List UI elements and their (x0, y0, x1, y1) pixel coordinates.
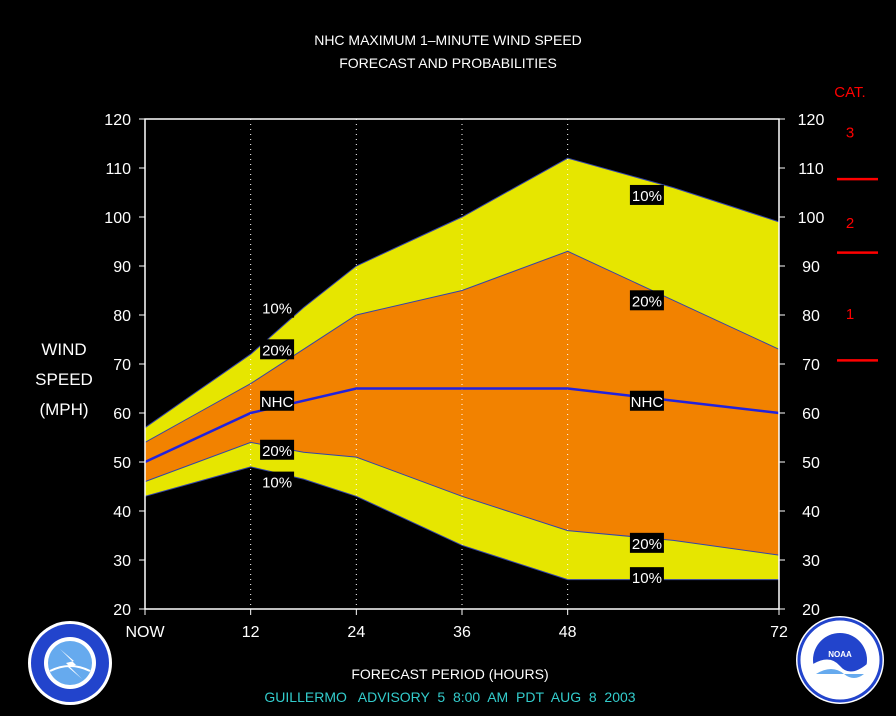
y-tick-label: 80 (113, 308, 131, 325)
annotation-bg (260, 339, 295, 360)
annotation-label: 10% (632, 570, 662, 587)
annotation-badge: 10% (260, 471, 295, 492)
annotation-label: 10% (262, 475, 292, 492)
y-tick-label: 50 (802, 455, 820, 472)
y-tick-label: 40 (113, 504, 131, 521)
annotation-label: 10% (262, 301, 292, 318)
y-tick-label: 100 (798, 210, 825, 227)
y-tick-label: 50 (113, 455, 131, 472)
x-tick-label: 36 (453, 624, 471, 641)
y-label-line3: (MPH) (39, 400, 88, 419)
annotation-badge: 20% (260, 439, 295, 460)
category-scale: CAT. 3 2 1 (834, 84, 878, 362)
y-tick-label: 60 (802, 406, 820, 423)
annotation-badge: 10% (629, 567, 664, 588)
annotation-label: NHC (631, 394, 664, 411)
category-header: CAT. (834, 84, 865, 101)
x-axis-label: FORECAST PERIOD (HOURS) (351, 666, 548, 682)
annotation-badge: 10% (629, 184, 664, 205)
y-tick-label: 90 (802, 259, 820, 276)
y-tick-label: 120 (104, 112, 131, 129)
y-label-line2: SPEED (35, 370, 93, 389)
annotation-label: NHC (261, 394, 294, 411)
annotation-label: 20% (262, 342, 292, 359)
lightning-icon (60, 649, 82, 679)
annotation-badge: 20% (629, 532, 664, 553)
y-label-line1: WIND (41, 340, 86, 359)
nws-logo (28, 621, 112, 705)
annotation-bg (629, 567, 664, 588)
y-tick-label: 70 (113, 357, 131, 374)
y-tick-label: 90 (113, 259, 131, 276)
y-tick-label: 110 (798, 161, 824, 178)
y-axis-right: 20 30 40 50 60 70 80 90 100 110 120 (779, 112, 824, 619)
annotation-bg (629, 184, 664, 205)
band-20-percent (145, 251, 779, 556)
annotation-bg (260, 439, 295, 460)
y-tick-label: 60 (113, 406, 131, 423)
noaa-logo: NOAA (796, 616, 884, 704)
category-label: 1 (846, 306, 854, 323)
x-tick-label: 12 (242, 624, 260, 641)
y-tick-label: 40 (802, 504, 820, 521)
annotation-bg (260, 471, 295, 492)
annotation-bg (629, 390, 664, 411)
annotation-badge: 20% (629, 290, 664, 311)
annotation-badge: 20% (260, 339, 295, 360)
y-tick-label: 20 (113, 602, 131, 619)
y-axis-left: 20 30 40 50 60 70 80 90 100 110 120 (104, 112, 145, 619)
chart-title-line2: FORECAST AND PROBABILITIES (339, 55, 557, 71)
annotation-label: 20% (632, 536, 662, 553)
y-tick-label: 70 (802, 357, 820, 374)
y-tick-label: 100 (104, 210, 131, 227)
annotation-label: 10% (632, 188, 662, 205)
annotation-bg (260, 390, 295, 411)
series-boundary-line (144, 250, 780, 443)
probability-bands (145, 158, 779, 580)
annotation-bg (629, 290, 664, 311)
nhc-forecast-line (144, 387, 780, 464)
advisory-text: GUILLERMO ADVISORY 5 8:00 AM PDT AUG 8 2… (264, 689, 635, 705)
annotation-bg (629, 532, 664, 553)
x-tick-label: 72 (770, 624, 788, 641)
y-tick-label: 110 (105, 161, 131, 178)
annotations: 10% 20% NHC 20% 10% 10% 20% NHC 20% 10% (260, 184, 664, 588)
series-boundary-line (144, 157, 780, 429)
y-tick-label: 30 (802, 553, 820, 570)
grid-lines (250, 119, 569, 609)
y-tick-label: 20 (802, 602, 820, 619)
category-label: 2 (846, 215, 854, 232)
noaa-logo-text: NOAA (828, 650, 852, 659)
chart-title-line1: NHC MAXIMUM 1–MINUTE WIND SPEED (314, 32, 582, 48)
annotation-badge: 10% (260, 297, 295, 318)
annotation-badge: NHC (260, 390, 295, 411)
y-tick-label: 120 (798, 112, 825, 129)
x-axis: NOW 12 24 36 48 72 (125, 609, 788, 641)
annotation-bg (260, 297, 295, 318)
y-tick-label: 80 (802, 308, 820, 325)
x-tick-label: 48 (559, 624, 577, 641)
category-label: 3 (846, 125, 854, 142)
y-tick-label: 30 (113, 553, 131, 570)
annotation-badge: NHC (629, 390, 664, 411)
x-tick-label: 24 (347, 624, 365, 641)
x-tick-label: NOW (125, 624, 165, 641)
annotation-label: 20% (632, 293, 662, 310)
annotation-label: 20% (262, 443, 292, 460)
